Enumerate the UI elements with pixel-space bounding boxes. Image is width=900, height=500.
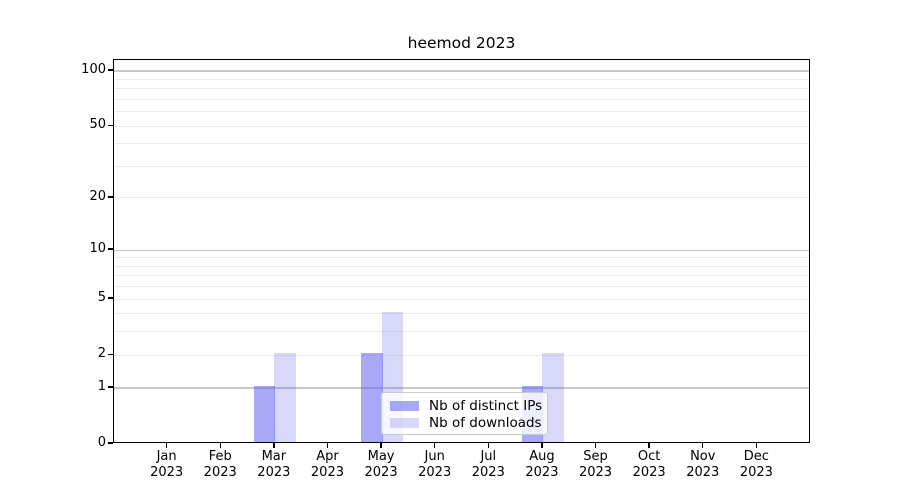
x-axis-tick — [165, 443, 168, 448]
x-axis-tick — [648, 443, 650, 448]
x-tick-year: 2023 — [364, 464, 398, 480]
x-tick-month: Apr — [316, 449, 339, 464]
y-axis-tick — [108, 386, 113, 388]
x-axis-tick — [326, 443, 329, 448]
x-tick-label: Sep 2023 — [568, 449, 624, 480]
x-axis-tick — [594, 443, 597, 448]
x-tick-year: 2023 — [632, 464, 666, 480]
gridline-minor — [114, 165, 809, 167]
x-tick-label: Dec 2023 — [728, 449, 784, 480]
legend-entry: Nb of distinct IPs — [390, 397, 543, 415]
x-tick-year: 2023 — [578, 464, 613, 480]
x-tick-label: Jul 2023 — [460, 449, 516, 480]
y-axis-tick — [108, 297, 113, 299]
x-tick-month: May — [367, 449, 395, 464]
chart-title: heemod 2023 — [407, 34, 516, 52]
gridline-minor — [114, 331, 809, 333]
y-tick-label: 10 — [89, 241, 106, 257]
y-tick-label: 100 — [81, 62, 106, 77]
gridline-major — [114, 249, 809, 251]
gridline-major — [114, 387, 809, 389]
y-tick-label: 50 — [89, 117, 106, 133]
gridline-minor — [114, 125, 809, 127]
gridline-minor — [114, 354, 809, 356]
x-axis-tick — [433, 443, 436, 448]
x-tick-month: Jan — [156, 449, 177, 464]
x-tick-month: Dec — [743, 449, 769, 464]
x-tick-year: 2023 — [150, 464, 184, 480]
x-tick-label: Feb 2023 — [192, 449, 248, 480]
x-tick-year: 2023 — [739, 464, 773, 480]
y-tick-label: 0 — [97, 435, 106, 450]
x-axis-tick — [541, 443, 543, 448]
gridline-minor — [114, 313, 809, 315]
x-tick-year: 2023 — [257, 464, 291, 480]
x-tick-month: Oct — [637, 449, 661, 464]
legend-entry: Nb of downloads — [390, 415, 542, 433]
gridline-minor — [114, 88, 809, 90]
gridline-minor — [114, 197, 809, 199]
x-tick-label: Mar 2023 — [246, 449, 302, 480]
x-axis-tick — [219, 443, 221, 448]
gridline-minor — [114, 257, 809, 259]
x-axis-tick — [273, 443, 275, 448]
y-tick-label: 2 — [97, 346, 106, 362]
gridline-major — [114, 70, 809, 72]
x-tick-month: Jun — [424, 449, 445, 464]
gridline-minor — [114, 78, 809, 80]
x-axis-tick — [487, 443, 489, 448]
y-axis-tick — [108, 248, 113, 250]
gridline-minor — [114, 111, 809, 113]
x-tick-year: 2023 — [471, 464, 505, 480]
x-tick-label: Jun 2023 — [407, 449, 463, 480]
x-axis-tick — [380, 443, 382, 448]
x-tick-month: Feb — [208, 449, 232, 464]
gridline-minor — [114, 98, 809, 100]
y-axis-tick — [108, 442, 113, 444]
legend: Nb of distinct IPs Nb of downloads — [381, 392, 548, 435]
x-tick-label: May 2023 — [353, 449, 409, 480]
x-tick-label: Aug 2023 — [514, 449, 570, 480]
x-tick-year: 2023 — [203, 464, 237, 480]
legend-entry-label: Nb of distinct IPs — [429, 397, 543, 414]
legend-swatch-downloads — [390, 418, 419, 429]
x-tick-year: 2023 — [525, 464, 559, 480]
gridline-minor — [114, 143, 809, 145]
y-tick-label: 5 — [97, 290, 106, 306]
x-tick-month: Jul — [480, 449, 497, 464]
x-tick-month: Aug — [529, 449, 555, 464]
y-axis-tick — [108, 69, 113, 71]
x-tick-year: 2023 — [686, 464, 720, 480]
legend-swatch-distinct-ips — [390, 400, 419, 411]
x-axis-tick — [755, 443, 758, 448]
gridline-minor — [114, 286, 809, 288]
x-tick-label: Jan 2023 — [139, 449, 195, 480]
y-axis-tick — [108, 353, 113, 355]
x-tick-month: Mar — [261, 449, 287, 464]
x-tick-month: Nov — [690, 449, 716, 464]
gridline-minor — [114, 298, 809, 300]
x-tick-month: Sep — [583, 449, 608, 464]
bar-distinct-ips — [253, 385, 276, 442]
x-tick-year: 2023 — [310, 464, 344, 480]
x-tick-year: 2023 — [418, 464, 452, 480]
bar-downloads — [274, 353, 296, 442]
y-axis-tick — [108, 196, 113, 198]
x-tick-label: Apr 2023 — [299, 449, 355, 480]
plot-area — [113, 59, 810, 443]
legend-entry-label: Nb of downloads — [429, 415, 542, 432]
x-axis-tick — [702, 443, 704, 448]
gridline-minor — [114, 275, 809, 277]
x-tick-label: Oct 2023 — [621, 449, 677, 480]
gridline-minor — [114, 265, 809, 267]
x-tick-label: Nov 2023 — [675, 449, 731, 480]
y-tick-label: 1 — [97, 378, 106, 394]
y-tick-label: 20 — [89, 188, 106, 204]
bar-distinct-ips — [361, 353, 383, 442]
y-axis-tick — [108, 124, 113, 126]
